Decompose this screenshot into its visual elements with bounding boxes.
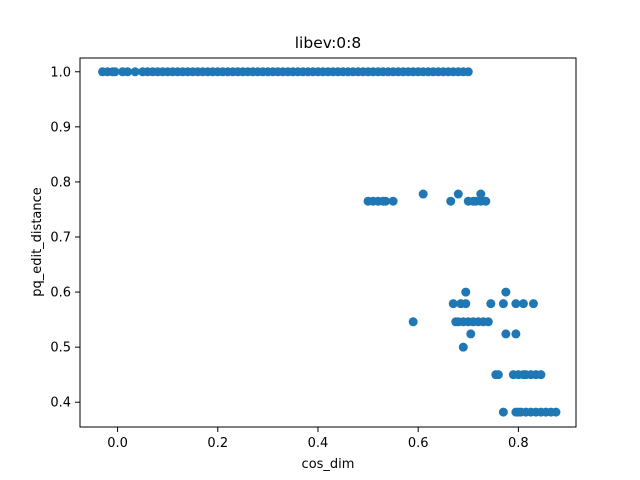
x-tick-label: 0.6	[408, 436, 429, 451]
data-point	[110, 67, 120, 77]
data-point	[463, 67, 473, 77]
x-tick-label: 0.4	[308, 436, 329, 451]
data-point	[483, 317, 493, 327]
data-point	[486, 299, 496, 309]
data-point	[418, 189, 428, 199]
data-point	[498, 407, 508, 417]
data-point	[501, 329, 511, 339]
x-tick-label: 0.0	[107, 436, 128, 451]
data-point	[518, 299, 528, 309]
y-tick-label: 0.6	[50, 286, 71, 301]
data-point	[481, 196, 491, 206]
data-point	[461, 299, 471, 309]
data-point	[408, 317, 418, 327]
data-point	[536, 370, 546, 380]
data-point	[511, 299, 521, 309]
data-point	[498, 299, 508, 309]
data-point	[511, 329, 521, 339]
data-point	[501, 287, 511, 297]
data-point	[381, 196, 391, 206]
data-point	[466, 329, 476, 339]
data-point	[528, 299, 538, 309]
y-tick-label: 0.7	[50, 230, 71, 245]
data-point	[388, 196, 398, 206]
y-tick-label: 0.5	[50, 341, 71, 356]
data-point	[123, 67, 133, 77]
data-point	[461, 287, 471, 297]
x-tick-label: 0.8	[508, 436, 529, 451]
data-point	[458, 342, 468, 352]
data-point	[446, 196, 456, 206]
y-axis-title: pq_edit_distance	[30, 187, 45, 297]
data-point	[551, 407, 561, 417]
x-tick-label: 0.2	[207, 436, 228, 451]
chart-title: libev:0:8	[295, 34, 361, 52]
data-point	[476, 189, 486, 199]
scatter-points	[98, 67, 561, 417]
y-tick-label: 1.0	[50, 65, 71, 80]
data-point	[453, 189, 463, 199]
plot-frame	[79, 57, 577, 428]
x-axis-title: cos_dim	[302, 457, 355, 472]
x-axis-ticks: 0.0 0.2 0.4 0.6 0.8	[107, 427, 529, 451]
data-point	[448, 299, 458, 309]
y-tick-label: 0.8	[50, 175, 71, 190]
data-point	[130, 67, 140, 77]
y-tick-label: 0.9	[50, 120, 71, 135]
y-axis-ticks: 0.4 0.5 0.6 0.7 0.8 0.9 1.0	[50, 65, 80, 411]
y-tick-label: 0.4	[50, 396, 71, 411]
data-point	[493, 370, 503, 380]
